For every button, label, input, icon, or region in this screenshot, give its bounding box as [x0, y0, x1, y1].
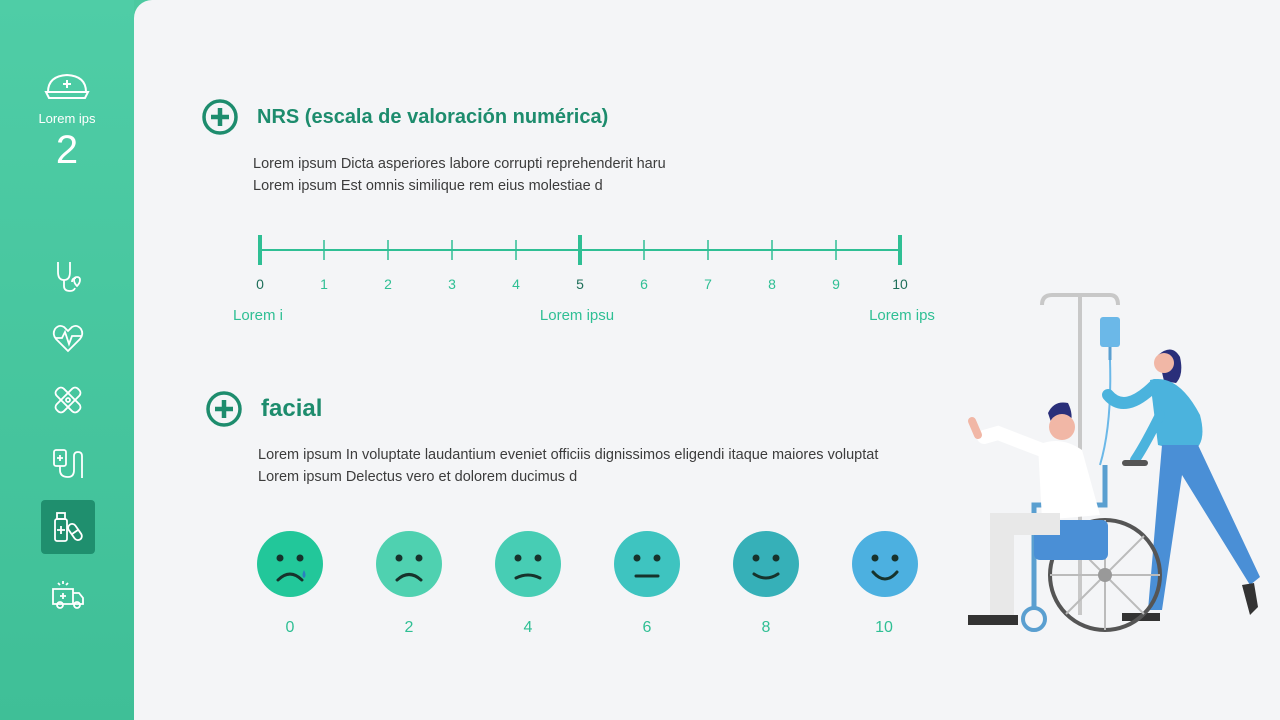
facial-line-2: Lorem ipsum Delectus vero et dolorem duc… [258, 469, 578, 485]
nrs-scale [258, 235, 902, 265]
plus-circle-icon [202, 99, 238, 135]
face-slightly-sad-icon [495, 531, 561, 597]
nurse-cap-icon [44, 73, 90, 99]
scale-tick-label-1: 1 [320, 276, 328, 292]
scale-tick-label-9: 9 [832, 276, 840, 292]
face-score-0: 0 [285, 619, 295, 636]
face-score-6: 6 [642, 619, 652, 636]
scale-tick-label-8: 8 [768, 276, 776, 292]
facial-description: Lorem ipsum In voluptate laudantium even… [258, 444, 878, 488]
facial-title: facial [261, 395, 323, 422]
patient-wheelchair-illustration [968, 293, 1260, 632]
nav-ambulance[interactable] [41, 568, 95, 622]
nrs-caption-mid: Lorem ipsu [539, 307, 615, 324]
sidebar: Lorem ips 2 [0, 0, 134, 720]
face-score-2: 2 [404, 619, 414, 636]
nav-heartbeat[interactable] [41, 311, 95, 365]
heartbeat-icon [52, 324, 84, 353]
stethoscope-heart-icon [57, 262, 81, 292]
iv-drip-icon [53, 449, 83, 478]
face-neutral-icon [614, 531, 680, 597]
nrs-heading: NRS (escala de valoración numérica) [201, 98, 608, 136]
face-happy-icon [852, 531, 918, 597]
brand: Lorem ips 2 [0, 72, 134, 174]
face-sad-icon [376, 531, 442, 597]
nrs-line-1: Lorem ipsum Dicta asperiores labore corr… [253, 156, 666, 172]
scale-tick-label-4: 4 [512, 276, 520, 292]
scale-tick-label-10: 10 [892, 276, 908, 292]
ambulance-icon [52, 581, 84, 609]
facial-line-1: Lorem ipsum In voluptate laudantium even… [258, 447, 879, 463]
scale-tick-label-5: 5 [576, 276, 584, 292]
nrs-line-2: Lorem ipsum Est omnis similique rem eius… [253, 178, 603, 194]
brand-label: Lorem ips [38, 111, 96, 126]
scale-tick-label-2: 2 [384, 276, 392, 292]
nav-bandages[interactable] [41, 373, 95, 427]
bandages-icon [54, 386, 82, 414]
nrs-title: NRS (escala de valoración numérica) [257, 105, 609, 128]
scale-tick-label-7: 7 [704, 276, 712, 292]
nav-stethoscope[interactable] [41, 249, 95, 303]
face-slight-smile-icon [733, 531, 799, 597]
nrs-description: Lorem ipsum Dicta asperiores labore corr… [253, 153, 666, 197]
face-crying-icon [257, 531, 323, 597]
scale-tick-label-0: 0 [256, 276, 264, 292]
content-panel [134, 0, 1280, 720]
face-score-8: 8 [761, 619, 771, 636]
facial-heading: facial [205, 390, 322, 428]
brand-number: 2 [55, 128, 79, 172]
scale-tick-label-6: 6 [640, 276, 648, 292]
face-score-10: 10 [875, 619, 893, 636]
nav-iv-drip[interactable] [41, 437, 95, 491]
nrs-caption-low: Lorem i [232, 307, 284, 324]
nrs-caption-high: Lorem ips [869, 307, 935, 324]
nav-medicine[interactable] [41, 500, 95, 554]
plus-circle-icon [206, 391, 242, 427]
medicine-icon [54, 512, 83, 542]
scale-tick-label-3: 3 [448, 276, 456, 292]
face-score-4: 4 [523, 619, 533, 636]
